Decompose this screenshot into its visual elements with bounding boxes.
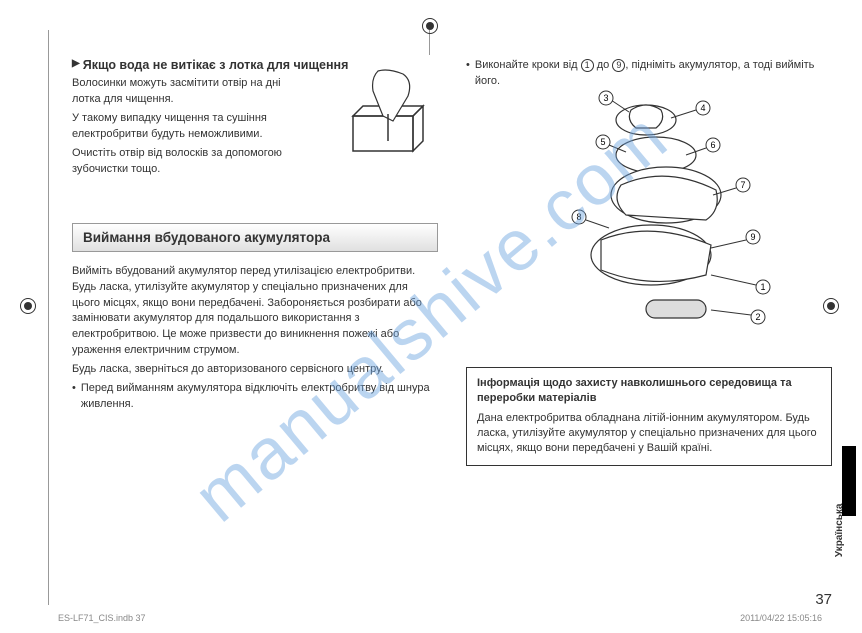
registration-mark-top <box>422 18 438 34</box>
right-column: Виконайте кроки від 1 до 9, підніміть ак… <box>466 58 832 598</box>
bullet-item: Перед вийманням акумулятора відключіть е… <box>72 381 438 413</box>
bullet-text: Перед вийманням акумулятора відключіть е… <box>81 381 438 413</box>
paragraph: Вийміть вбудований акумулятор перед утил… <box>72 264 438 360</box>
info-box-title: Інформація щодо захисту навколишнього се… <box>477 376 821 407</box>
paragraph: У такому випадку чищення та сушіння елек… <box>72 111 302 143</box>
svg-text:9: 9 <box>750 232 755 242</box>
step-number-to: 9 <box>612 59 625 72</box>
disassembly-diagram: 3 4 5 6 7 8 9 1 2 <box>551 90 791 342</box>
paragraph: Очистіть отвір від волосків за допомогою… <box>72 146 302 178</box>
svg-text:1: 1 <box>760 282 765 292</box>
bullet-item: Виконайте кроки від 1 до 9, підніміть ак… <box>466 58 832 90</box>
text-fragment: Виконайте кроки від <box>475 59 578 71</box>
page-content: Якщо вода не витікає з лотка для чищення… <box>72 58 832 598</box>
paragraph: Волосинки можуть засмітити отвір на дні … <box>72 76 302 108</box>
bullet-text: Виконайте кроки від 1 до 9, підніміть ак… <box>475 58 832 90</box>
environment-info-box: Інформація щодо захисту навколишнього се… <box>466 367 832 466</box>
heading-text: Якщо вода не витікає з лотка для чищення <box>83 58 349 72</box>
section-heading: Виймання вбудованого акумулятора <box>72 223 438 252</box>
svg-text:5: 5 <box>600 137 605 147</box>
crop-mark-left <box>48 30 49 605</box>
svg-text:6: 6 <box>710 140 715 150</box>
cleaning-illustration <box>333 66 438 166</box>
text-fragment: до <box>597 59 610 71</box>
language-label: Українська <box>835 504 846 558</box>
svg-text:4: 4 <box>700 103 705 113</box>
info-box-body: Дана електробритва обладнана літій-іонни… <box>477 411 821 457</box>
svg-text:3: 3 <box>603 93 608 103</box>
left-column: Якщо вода не витікає з лотка для чищення… <box>72 58 438 598</box>
svg-text:2: 2 <box>755 312 760 322</box>
svg-text:7: 7 <box>740 180 745 190</box>
svg-text:8: 8 <box>576 212 581 222</box>
footer-timestamp: 2011/04/22 15:05:16 <box>740 613 822 623</box>
step-number-from: 1 <box>581 59 594 72</box>
paragraph: Будь ласка, зверніться до авторизованого… <box>72 362 438 378</box>
footer-filename: ES-LF71_CIS.indb 37 <box>58 613 146 623</box>
text-block: Волосинки можуть засмітити отвір на дні … <box>72 76 302 178</box>
registration-mark-left <box>20 298 36 314</box>
page-number: 37 <box>815 591 832 608</box>
